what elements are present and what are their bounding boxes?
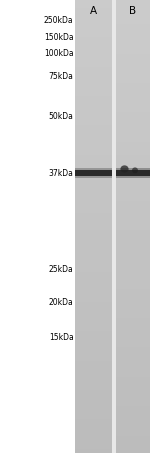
Ellipse shape [120,165,129,173]
Text: B: B [129,6,136,16]
Bar [112,0,116,453]
Bar [116,168,150,173]
Text: 250kDa: 250kDa [44,16,74,25]
Text: 75kDa: 75kDa [49,72,74,81]
Text: 20kDa: 20kDa [49,298,74,307]
Bar [116,170,150,176]
Bar [75,173,112,178]
Ellipse shape [132,167,138,173]
Bar [75,168,112,173]
Text: 100kDa: 100kDa [44,49,74,58]
Text: 15kDa: 15kDa [49,333,74,342]
Bar [75,170,112,176]
Text: 150kDa: 150kDa [44,33,74,42]
Text: 50kDa: 50kDa [49,112,74,121]
Bar [116,173,150,178]
Text: A: A [90,6,97,16]
Text: 25kDa: 25kDa [49,265,74,274]
Text: 37kDa: 37kDa [49,169,74,178]
